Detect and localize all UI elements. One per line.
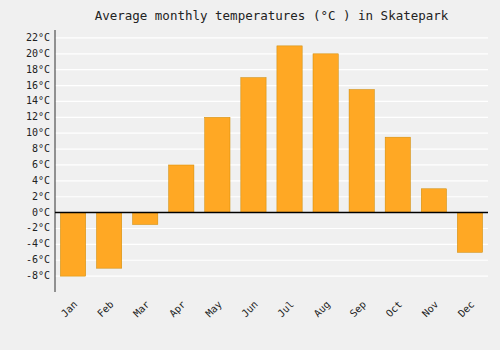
bar: [60, 213, 85, 277]
y-tick-label: 8°C: [32, 143, 50, 154]
y-axis-line: [55, 30, 56, 292]
bar: [133, 213, 158, 225]
y-tick-label: 14°C: [26, 95, 50, 106]
x-tick-label: May: [203, 299, 224, 320]
zero-line: [55, 212, 488, 214]
x-tick-label: Sep: [348, 299, 369, 320]
grid-line: [55, 180, 488, 181]
x-tick-label: Aug: [312, 299, 333, 320]
y-tick-label: 2°C: [32, 191, 50, 202]
grid-line: [55, 37, 488, 38]
bar: [385, 137, 410, 212]
bar: [277, 46, 302, 213]
x-tick-label: Jun: [239, 299, 260, 320]
grid-line: [55, 117, 488, 118]
x-tick-label: Feb: [95, 299, 116, 320]
grid-line: [55, 276, 488, 277]
title: Average monthly temperatures (°C ) in Sk…: [95, 8, 449, 23]
y-tick-label: 4°C: [32, 175, 50, 186]
x-ticks: Jan Feb Mar Apr May Jun Jul Aug Sep Oct Nov Dec: [59, 299, 476, 320]
grid-line: [55, 148, 488, 149]
y-tick-label: 22°C: [26, 32, 50, 43]
y-tick-label: -2°C: [26, 222, 50, 233]
bar: [313, 54, 338, 213]
y-tick-label: 12°C: [26, 111, 50, 122]
background: [0, 0, 500, 350]
grid-line: [55, 85, 488, 86]
bars: [60, 46, 482, 276]
bar: [96, 213, 121, 269]
grid-line: [55, 164, 488, 165]
x-tick-label: Nov: [420, 299, 441, 320]
grid-line: [55, 212, 488, 213]
bar: [457, 213, 482, 253]
x-tick-label: Jan: [59, 299, 80, 320]
y-tick-label: 10°C: [26, 127, 50, 138]
bar: [421, 189, 446, 213]
bar: [205, 117, 230, 212]
grid: [55, 38, 488, 276]
x-tick-label: Apr: [167, 299, 188, 320]
chart: -8°C -6°C -4°C -2°C 0°C 2°C 4°C 6°C 8°C 10°C 12°C 1…: [0, 0, 500, 350]
grid-line: [55, 53, 488, 54]
bar: [349, 90, 374, 213]
grid-line: [55, 133, 488, 134]
bar: [169, 165, 194, 213]
y-tick-label: -4°C: [26, 238, 50, 249]
y-tick-label: -8°C: [26, 270, 50, 281]
grid-line: [55, 69, 488, 70]
y-tick-label: -6°C: [26, 254, 50, 265]
x-tick-label: Oct: [384, 299, 405, 320]
y-ticks: -8°C -6°C -4°C -2°C 0°C 2°C 4°C 6°C 8°C 10°C 12°C 1…: [26, 32, 50, 281]
chart-container: -8°C -6°C -4°C -2°C 0°C 2°C 4°C 6°C 8°C 10°C 12°C 1…: [0, 0, 500, 350]
x-tick-label: Dec: [456, 299, 477, 320]
bar: [241, 78, 266, 213]
x-tick-label: Mar: [131, 299, 152, 320]
y-tick-label: 18°C: [26, 64, 50, 75]
y-tick-label: 0°C: [32, 207, 50, 218]
y-tick-label: 6°C: [32, 159, 50, 170]
grid-line: [55, 101, 488, 102]
y-tick-label: 16°C: [26, 80, 50, 91]
y-tick-label: 20°C: [26, 48, 50, 59]
x-tick-label: Jul: [275, 299, 296, 320]
